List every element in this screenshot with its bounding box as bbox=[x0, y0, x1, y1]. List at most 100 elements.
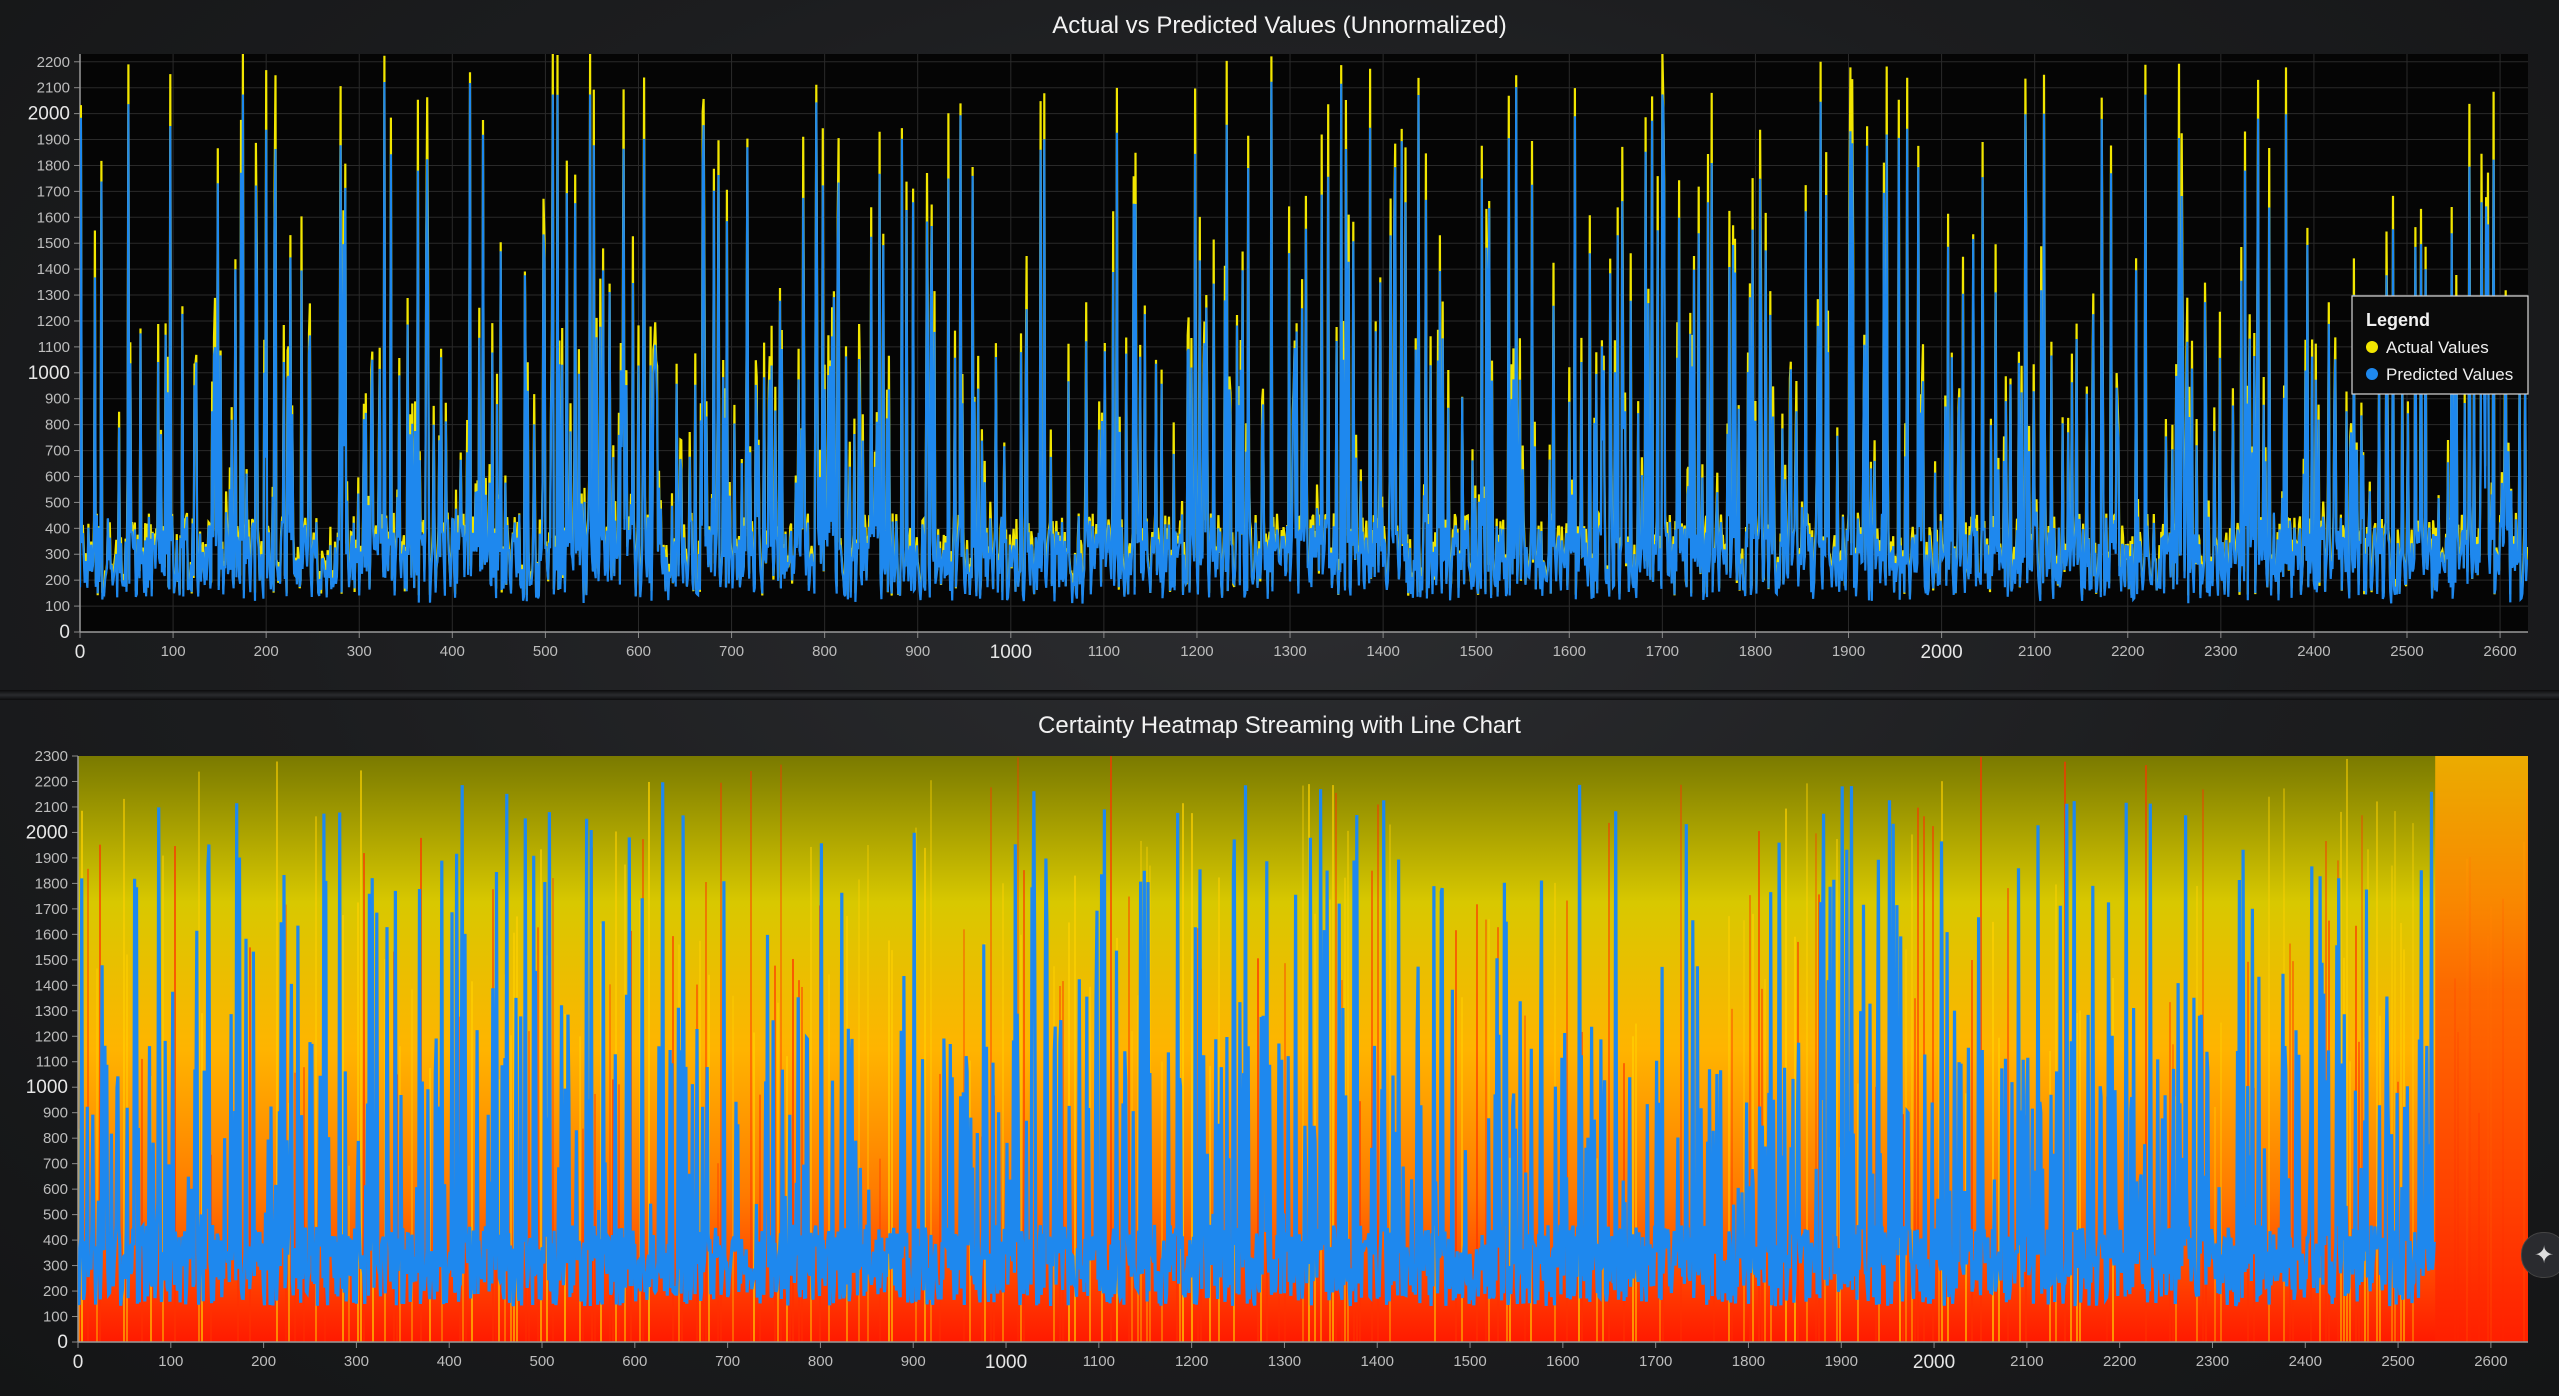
heat-cell bbox=[1284, 963, 1286, 1342]
legend-title: Legend bbox=[2366, 310, 2430, 330]
heat-cell bbox=[1806, 783, 1808, 1342]
x-tick-label: 1300 bbox=[1273, 643, 1306, 660]
x-tick-label: 900 bbox=[901, 1353, 926, 1370]
x-tick-label: 1500 bbox=[1453, 1353, 1486, 1370]
heat-cell bbox=[1347, 830, 1349, 1342]
heat-cell bbox=[1023, 870, 1025, 1342]
heat-cell bbox=[198, 771, 200, 1342]
heat-cell bbox=[990, 787, 992, 1342]
x-tick-label: 800 bbox=[812, 643, 837, 660]
heat-cell bbox=[699, 940, 701, 1342]
y-tick-label: 1100 bbox=[36, 1054, 68, 1071]
heat-cell bbox=[2394, 811, 2396, 1342]
heat-cell bbox=[1329, 899, 1331, 1342]
y-tick-label: 2100 bbox=[37, 80, 70, 97]
series-line-predicted-values bbox=[80, 81, 2528, 604]
heat-cell bbox=[1743, 920, 1745, 1342]
heat-cell bbox=[2289, 943, 2291, 1342]
y-tick-label: 2000 bbox=[28, 104, 70, 125]
heat-cell bbox=[750, 771, 752, 1342]
heat-cell bbox=[1218, 877, 1220, 1342]
x-tick-label: 2600 bbox=[2474, 1353, 2507, 1370]
x-tick-label: 200 bbox=[254, 643, 279, 660]
y-tick-label: 200 bbox=[45, 572, 70, 589]
heat-cell bbox=[2145, 765, 2147, 1342]
heat-cell bbox=[510, 1035, 512, 1342]
x-tick-label: 900 bbox=[905, 643, 930, 660]
x-tick-label: 1200 bbox=[1175, 1353, 1208, 1370]
heat-cell bbox=[2076, 1013, 2078, 1342]
y-tick-label: 1700 bbox=[37, 183, 70, 200]
heat-cell bbox=[1608, 822, 1610, 1342]
heatmap-tail bbox=[2435, 756, 2528, 1342]
heat-cell bbox=[2007, 888, 2009, 1342]
heat-cell bbox=[201, 1013, 203, 1342]
heat-cell bbox=[174, 846, 176, 1342]
y-tick-label: 500 bbox=[45, 494, 70, 511]
chart-title: Actual vs Predicted Values (Unnormalized… bbox=[1052, 12, 1507, 39]
heat-cell bbox=[2169, 1002, 2171, 1342]
heat-cell bbox=[2268, 796, 2270, 1342]
y-tick-label: 600 bbox=[43, 1181, 68, 1198]
x-tick-label: 1100 bbox=[1083, 1353, 1115, 1370]
heat-cell bbox=[609, 984, 611, 1342]
x-tick-label: 2000 bbox=[1913, 1352, 1955, 1373]
y-tick-label: 1600 bbox=[35, 926, 68, 943]
y-tick-label: 1900 bbox=[35, 850, 68, 867]
y-tick-label: 600 bbox=[45, 468, 70, 485]
y-tick-label: 200 bbox=[43, 1283, 68, 1300]
heat-cell bbox=[1461, 997, 1463, 1342]
panel-divider[interactable] bbox=[0, 690, 2559, 700]
heat-cell bbox=[759, 1094, 761, 1342]
heat-cell bbox=[315, 816, 317, 1342]
y-tick-label: 2300 bbox=[35, 748, 68, 765]
heat-cell bbox=[1728, 916, 1730, 1342]
x-tick-label: 0 bbox=[75, 642, 86, 663]
heat-cell bbox=[867, 845, 869, 1342]
heat-cell bbox=[1980, 756, 1982, 1342]
heat-cell bbox=[939, 1073, 941, 1342]
heat-cell bbox=[579, 1036, 581, 1342]
heat-cell bbox=[99, 844, 101, 1342]
heat-cell bbox=[1635, 1023, 1637, 1342]
heat-cell bbox=[753, 1032, 755, 1342]
y-tick-label: 0 bbox=[59, 622, 70, 643]
x-tick-label: 1000 bbox=[985, 1352, 1027, 1373]
legend-entry-label: Actual Values bbox=[2386, 338, 2489, 357]
heat-cell bbox=[1938, 979, 1940, 1342]
heat-cell bbox=[1932, 826, 1934, 1342]
heat-cell bbox=[540, 849, 542, 1342]
heat-cell bbox=[600, 923, 602, 1342]
heat-cell bbox=[1836, 838, 1838, 1342]
x-tick-label: 1400 bbox=[1361, 1353, 1394, 1370]
x-tick-label: 2300 bbox=[2204, 643, 2237, 660]
certainty-heatmap-chart[interactable]: 0100200300400500600700800900100011001200… bbox=[0, 700, 2559, 1396]
heat-cell bbox=[1917, 807, 1919, 1342]
x-tick-label: 400 bbox=[440, 643, 465, 660]
y-tick-label: 1400 bbox=[37, 261, 70, 278]
x-tick-label: 2400 bbox=[2289, 1353, 2322, 1370]
x-tick-label: 1500 bbox=[1460, 643, 1493, 660]
x-tick-label: 2500 bbox=[2390, 643, 2423, 660]
heat-cell bbox=[342, 914, 344, 1342]
legend-entry-label: Predicted Values bbox=[2386, 365, 2513, 384]
heat-cell bbox=[1971, 959, 1973, 1342]
heat-cell bbox=[1074, 875, 1076, 1342]
x-tick-label: 300 bbox=[347, 643, 372, 660]
y-tick-label: 1900 bbox=[37, 132, 70, 149]
y-tick-label: 800 bbox=[43, 1130, 68, 1147]
heat-cell bbox=[87, 868, 89, 1342]
heat-cell bbox=[648, 781, 650, 1342]
x-tick-label: 2200 bbox=[2111, 643, 2144, 660]
heat-cell bbox=[249, 947, 251, 1342]
x-tick-label: 500 bbox=[529, 1353, 554, 1370]
certainty-heatmap-panel: Certainty Heatmap Streaming with Line Ch… bbox=[0, 700, 2559, 1396]
sparkle-icon[interactable]: ✦ bbox=[2521, 1232, 2559, 1278]
heat-cell bbox=[780, 764, 782, 1342]
y-tick-label: 800 bbox=[45, 417, 70, 434]
actual-vs-predicted-chart[interactable]: 0100200300400500600700800900100011001200… bbox=[0, 0, 2559, 690]
x-tick-label: 2100 bbox=[2010, 1353, 2043, 1370]
y-tick-label: 700 bbox=[45, 443, 70, 460]
heat-cell bbox=[618, 1084, 620, 1342]
y-tick-label: 1000 bbox=[26, 1077, 68, 1098]
